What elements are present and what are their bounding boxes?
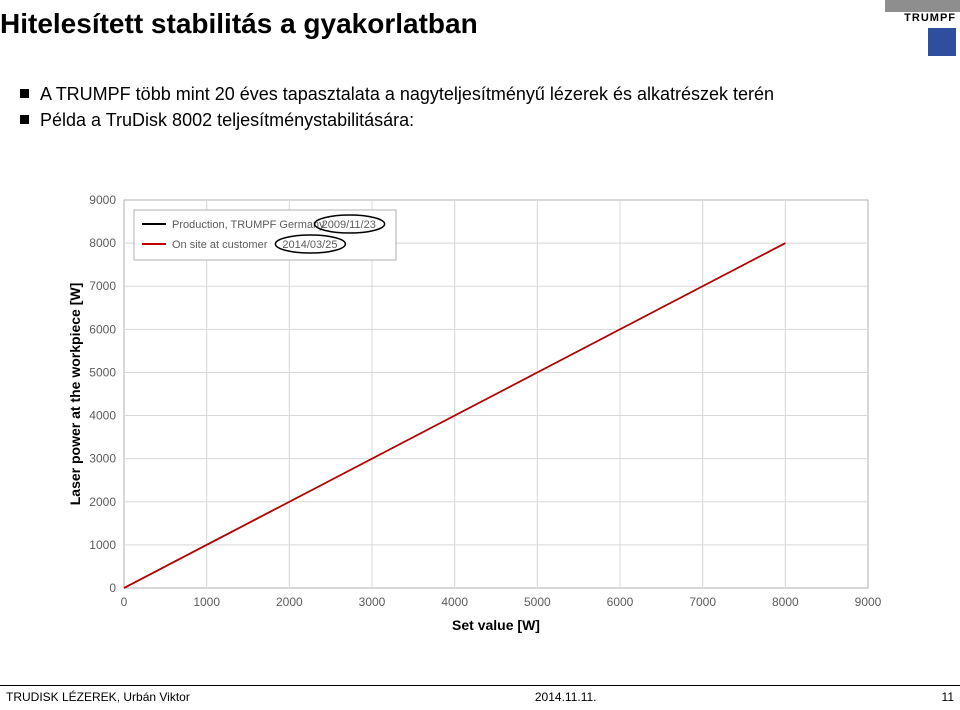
svg-text:9000: 9000 bbox=[89, 193, 116, 207]
footer-left: TRUDISK LÉZEREK, Urbán Viktor bbox=[6, 690, 190, 704]
chart-legend: Production, TRUMPF Germany 2009/11/23 On … bbox=[134, 210, 396, 260]
bullet-item: A TRUMPF több mint 20 éves tapasztalata … bbox=[18, 82, 774, 106]
svg-text:2009/11/23: 2009/11/23 bbox=[322, 219, 376, 231]
svg-text:3000: 3000 bbox=[359, 595, 386, 609]
svg-text:2014/03/25: 2014/03/25 bbox=[282, 239, 337, 251]
page-title: Hitelesített stabilitás a gyakorlatban bbox=[0, 8, 478, 40]
svg-text:4000: 4000 bbox=[89, 409, 116, 423]
brand-name: TRUMPF bbox=[885, 12, 960, 24]
svg-text:0: 0 bbox=[121, 595, 128, 609]
svg-text:5000: 5000 bbox=[89, 365, 116, 379]
svg-text:6000: 6000 bbox=[607, 595, 634, 609]
svg-text:8000: 8000 bbox=[772, 595, 799, 609]
stability-chart: 0 1000 2000 3000 4000 5000 6000 7000 8000 9000 0 10… bbox=[62, 190, 882, 640]
bullet-list: A TRUMPF több mint 20 éves tapasztalata … bbox=[18, 82, 774, 135]
svg-text:2000: 2000 bbox=[89, 495, 116, 509]
svg-text:6000: 6000 bbox=[89, 322, 116, 336]
footer-page: 11 bbox=[942, 690, 954, 704]
chart-svg: 0 1000 2000 3000 4000 5000 6000 7000 8000 9000 0 10… bbox=[62, 190, 882, 640]
slide-footer: TRUDISK LÉZEREK, Urbán Viktor 2014.11.11… bbox=[0, 685, 960, 704]
plot-area: 0 1000 2000 3000 4000 5000 6000 7000 8000 9000 0 10… bbox=[67, 193, 882, 633]
svg-text:4000: 4000 bbox=[441, 595, 468, 609]
svg-text:1000: 1000 bbox=[193, 595, 220, 609]
svg-text:3000: 3000 bbox=[89, 452, 116, 466]
svg-text:8000: 8000 bbox=[89, 236, 116, 250]
svg-text:Set value [W]: Set value [W] bbox=[452, 617, 540, 633]
svg-text:2000: 2000 bbox=[276, 595, 303, 609]
brand-logo: TRUMPF bbox=[885, 0, 960, 56]
svg-text:On site at customer: On site at customer bbox=[172, 239, 268, 251]
svg-text:9000: 9000 bbox=[855, 595, 882, 609]
footer-date: 2014.11.11. bbox=[535, 690, 597, 704]
svg-text:Production, TRUMPF Germany: Production, TRUMPF Germany bbox=[172, 219, 325, 231]
svg-text:Laser power at the workpiece [: Laser power at the workpiece [W] bbox=[67, 283, 83, 506]
svg-text:5000: 5000 bbox=[524, 595, 551, 609]
brand-square-icon bbox=[928, 28, 956, 56]
svg-text:1000: 1000 bbox=[89, 538, 116, 552]
bullet-item: Példa a TruDisk 8002 teljesítménystabili… bbox=[18, 108, 774, 132]
svg-text:0: 0 bbox=[109, 581, 116, 595]
svg-text:7000: 7000 bbox=[689, 595, 716, 609]
svg-text:7000: 7000 bbox=[89, 279, 116, 293]
